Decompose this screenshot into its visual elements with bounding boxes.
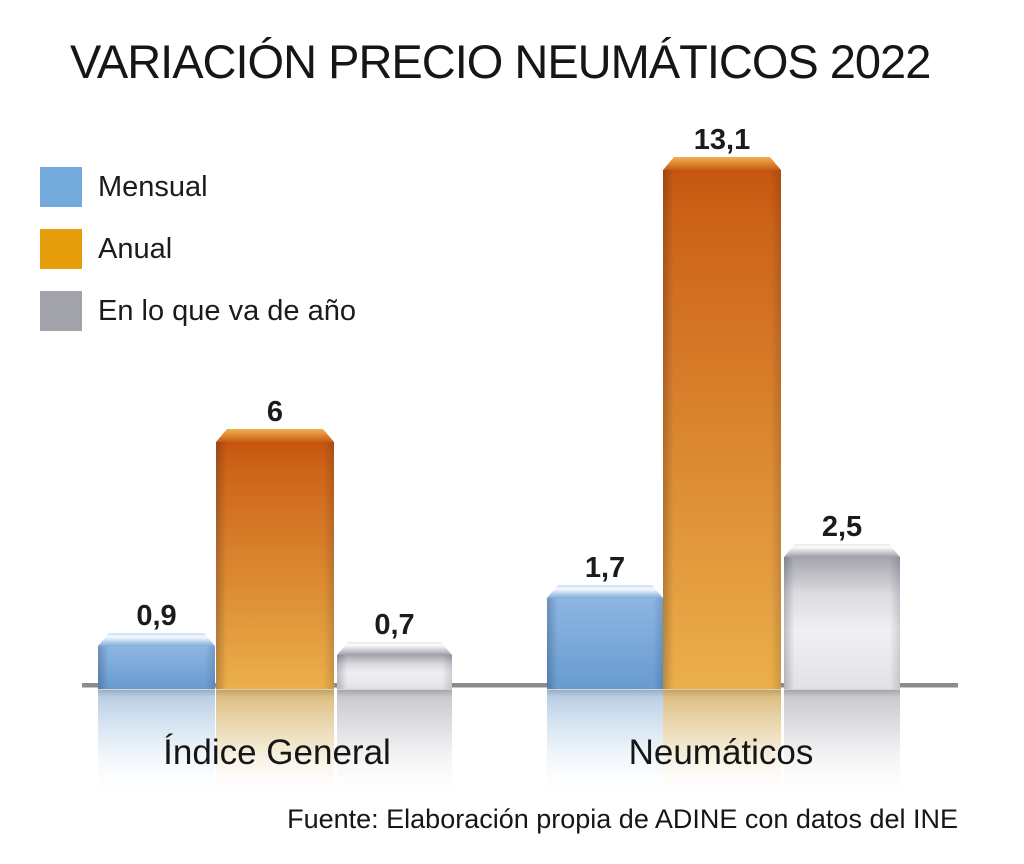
bar-indice-general-mensual-top-face — [98, 633, 215, 646]
legend-swatch-en-lo-que-va-de-ano-icon — [40, 291, 82, 331]
x-axis-baseline — [82, 683, 958, 688]
category-label-indice-general: Índice General — [163, 733, 391, 772]
category-label-neumaticos: Neumáticos — [628, 733, 814, 772]
bar-neumaticos-anual-top-face — [663, 157, 781, 170]
bar-indice-general-anual-top-face — [216, 429, 334, 442]
bar-indice-general-anual-shading — [216, 442, 334, 689]
legend-item-anual: Anual — [40, 229, 356, 269]
chart-title: VARIACIÓN PRECIO NEUMÁTICOS 2022 — [70, 35, 931, 88]
bar-indice-general-anual-reflection — [216, 689, 334, 800]
value-label-indice-general-en-lo-que-va-de-ano: 0,7 — [374, 609, 414, 641]
bar-neumaticos-anual-reflection — [663, 689, 781, 800]
bar-indice-general-mensual-shading — [98, 646, 215, 689]
legend-label-anual: Anual — [98, 232, 173, 265]
bar-indice-general-mensual-reflection — [98, 689, 215, 800]
legend-item-en-lo-que-va-de-ano: En lo que va de año — [40, 291, 356, 331]
bar-indice-general-en-lo-que-va-de-ano-shading — [337, 655, 452, 689]
value-label-neumaticos-en-lo-que-va-de-ano: 2,5 — [822, 511, 862, 543]
source-note: Fuente: Elaboración propia de ADINE con … — [287, 804, 958, 834]
bar-neumaticos-anual-shading — [663, 170, 781, 689]
bar-neumaticos-mensual-reflection — [547, 689, 663, 800]
legend-item-mensual: Mensual — [40, 167, 356, 207]
bar-indice-general-en-lo-que-va-de-ano-reflection — [337, 689, 452, 800]
bar-indice-general-en-lo-que-va-de-ano-top-face — [337, 642, 452, 655]
value-label-indice-general-mensual: 0,9 — [136, 600, 176, 632]
bar-neumaticos-en-lo-que-va-de-ano-reflection — [784, 689, 900, 800]
legend-swatch-anual-icon — [40, 229, 82, 269]
legend-label-en-lo-que-va-de-ano: En lo que va de año — [98, 294, 356, 327]
bar-neumaticos-mensual-top-face — [547, 585, 663, 598]
value-label-indice-general-anual: 6 — [267, 396, 283, 428]
value-label-neumaticos-anual: 13,1 — [694, 124, 750, 156]
legend: Mensual Anual En lo que va de año — [40, 167, 356, 353]
legend-swatch-mensual-icon — [40, 167, 82, 207]
bar-neumaticos-en-lo-que-va-de-ano-top-face — [784, 544, 900, 557]
bar-neumaticos-mensual-shading — [547, 598, 663, 689]
legend-label-mensual: Mensual — [98, 170, 208, 203]
bar-neumaticos-en-lo-que-va-de-ano-shading — [784, 557, 900, 689]
value-label-neumaticos-mensual: 1,7 — [585, 552, 625, 584]
